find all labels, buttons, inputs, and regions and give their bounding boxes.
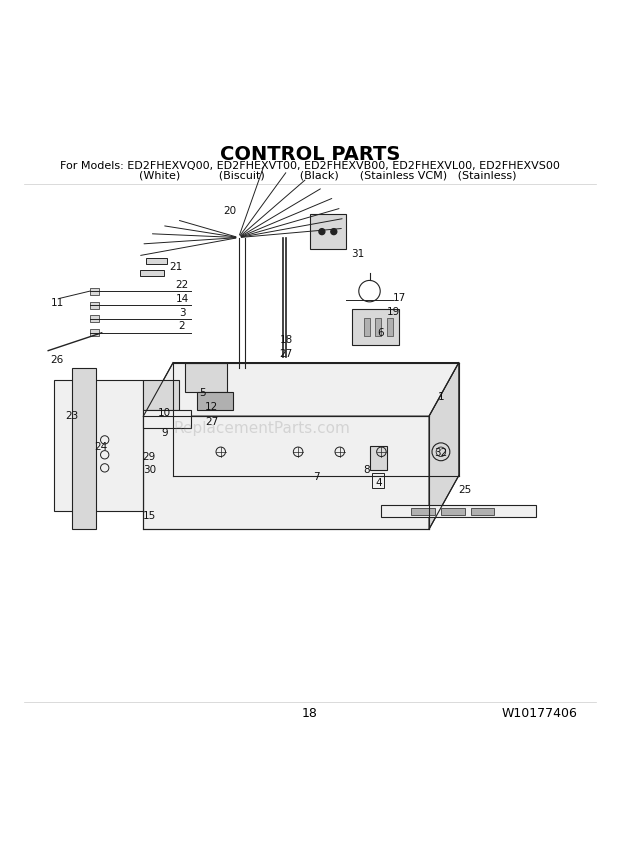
- Text: ReplacementParts.com: ReplacementParts.com: [174, 420, 351, 436]
- Text: 17: 17: [392, 294, 406, 303]
- Polygon shape: [429, 363, 459, 529]
- Text: 32: 32: [434, 448, 448, 458]
- Polygon shape: [143, 380, 179, 410]
- Polygon shape: [90, 330, 99, 336]
- Polygon shape: [373, 473, 384, 488]
- Polygon shape: [310, 214, 346, 249]
- Polygon shape: [54, 380, 143, 511]
- Text: 11: 11: [50, 298, 64, 308]
- Polygon shape: [471, 508, 495, 514]
- Polygon shape: [90, 302, 99, 309]
- Text: 25: 25: [458, 485, 471, 496]
- Polygon shape: [72, 368, 95, 529]
- Text: 26: 26: [50, 355, 64, 366]
- Polygon shape: [363, 318, 370, 336]
- Text: 3: 3: [179, 307, 185, 318]
- Polygon shape: [143, 416, 429, 529]
- Polygon shape: [90, 315, 99, 322]
- Polygon shape: [370, 446, 388, 470]
- Text: 14: 14: [175, 294, 188, 304]
- Polygon shape: [90, 288, 99, 294]
- Polygon shape: [352, 309, 399, 345]
- Text: 21: 21: [169, 262, 183, 272]
- Polygon shape: [185, 363, 227, 392]
- Text: For Models: ED2FHEXVQ00, ED2FHEXVT00, ED2FHEXVB00, ED2FHEXVL00, ED2FHEXVS00: For Models: ED2FHEXVQ00, ED2FHEXVT00, ED…: [60, 161, 560, 171]
- Text: 24: 24: [94, 442, 107, 452]
- Polygon shape: [143, 410, 191, 428]
- Text: 27: 27: [280, 349, 293, 360]
- Text: 29: 29: [143, 452, 156, 461]
- Polygon shape: [411, 508, 435, 514]
- Text: 23: 23: [65, 411, 79, 421]
- Polygon shape: [381, 505, 536, 517]
- Circle shape: [436, 447, 446, 456]
- Text: 4: 4: [375, 479, 382, 488]
- Text: 18: 18: [302, 707, 318, 720]
- Polygon shape: [146, 259, 167, 265]
- Polygon shape: [140, 270, 164, 276]
- Text: 30: 30: [143, 465, 156, 475]
- Text: 20: 20: [223, 205, 236, 216]
- Text: 18: 18: [280, 335, 293, 345]
- Text: 31: 31: [351, 249, 364, 259]
- Text: 10: 10: [157, 408, 170, 418]
- Polygon shape: [388, 318, 393, 336]
- Text: (White)           (Biscuit)          (Black)      (Stainless VCM)   (Stainless): (White) (Biscuit) (Black) (Stainless VCM…: [104, 170, 516, 181]
- Text: 2: 2: [179, 321, 185, 331]
- Text: 15: 15: [143, 511, 156, 521]
- Text: CONTROL PARTS: CONTROL PARTS: [220, 145, 400, 163]
- Text: 6: 6: [377, 328, 384, 338]
- Text: 9: 9: [161, 428, 167, 437]
- Polygon shape: [441, 508, 465, 514]
- Text: 7: 7: [312, 472, 319, 482]
- Text: 1: 1: [438, 392, 444, 402]
- Text: 19: 19: [387, 307, 400, 317]
- Text: 27: 27: [205, 417, 218, 427]
- Text: 22: 22: [175, 280, 188, 290]
- Polygon shape: [376, 318, 381, 336]
- Text: 8: 8: [363, 465, 370, 475]
- Polygon shape: [197, 392, 232, 410]
- Circle shape: [319, 229, 325, 235]
- Circle shape: [331, 229, 337, 235]
- Text: 12: 12: [205, 402, 218, 413]
- Polygon shape: [143, 363, 459, 416]
- Text: W10177406: W10177406: [502, 707, 578, 720]
- Text: 5: 5: [200, 389, 206, 399]
